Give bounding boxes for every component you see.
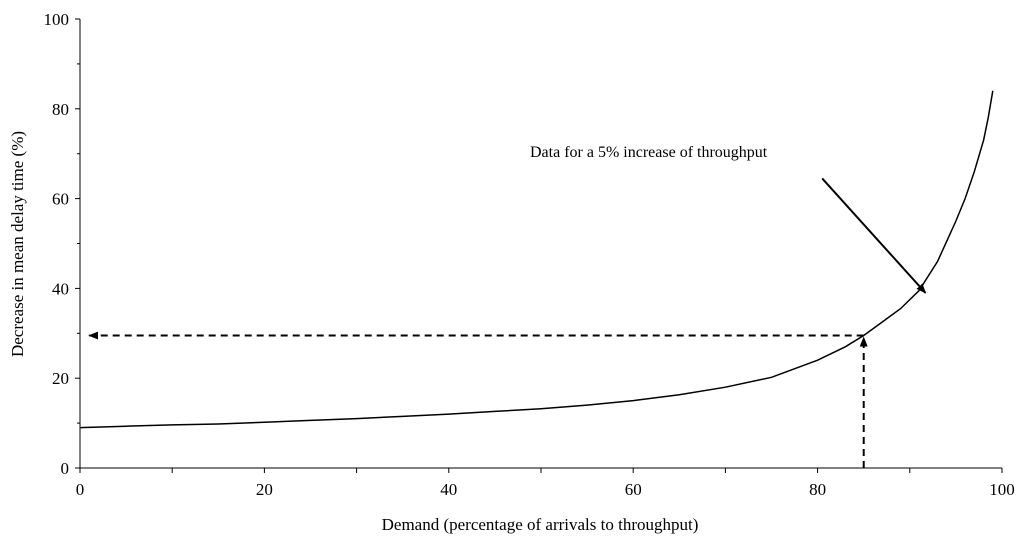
annotation-arrow <box>821 177 927 294</box>
y-axis-title: Decrease in mean delay time (%) <box>8 131 27 357</box>
y-tick-label: 40 <box>52 279 69 298</box>
y-axis-ticks: 0 20 40 60 80 100 <box>44 10 80 478</box>
x-tick-label: 0 <box>76 480 85 499</box>
x-tick-label: 100 <box>989 480 1015 499</box>
y-tick-label: 20 <box>52 369 69 388</box>
annotation-text: Data for a 5% increase of throughput <box>530 144 768 161</box>
series-line <box>79 90 994 429</box>
x-tick-label: 60 <box>625 480 642 499</box>
x-tick-label: 80 <box>809 480 826 499</box>
x-axis-ticks: 0 20 40 60 80 100 <box>76 468 1015 499</box>
y-tick-label: 60 <box>52 190 69 209</box>
x-axis-title: Demand (percentage of arrivals to throug… <box>382 515 699 534</box>
y-tick-label: 100 <box>44 10 70 29</box>
x-tick-label: 40 <box>440 480 457 499</box>
plot-area: 0 20 40 60 80 100 0 20 40 60 80 100 <box>44 10 1015 499</box>
y-tick-label: 0 <box>61 459 70 478</box>
x-tick-label: 20 <box>256 480 273 499</box>
y-tick-label: 80 <box>52 100 69 119</box>
